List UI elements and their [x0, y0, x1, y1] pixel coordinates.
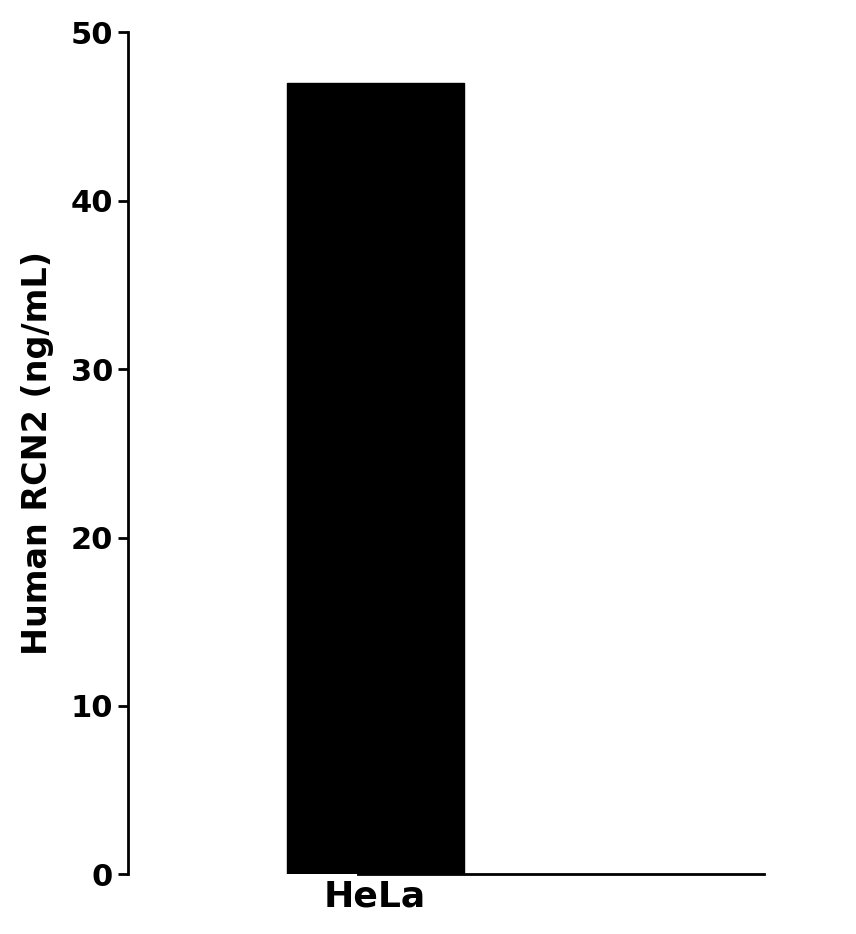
Y-axis label: Human RCN2 (ng/mL): Human RCN2 (ng/mL): [21, 251, 54, 656]
Bar: [287, 83, 464, 874]
